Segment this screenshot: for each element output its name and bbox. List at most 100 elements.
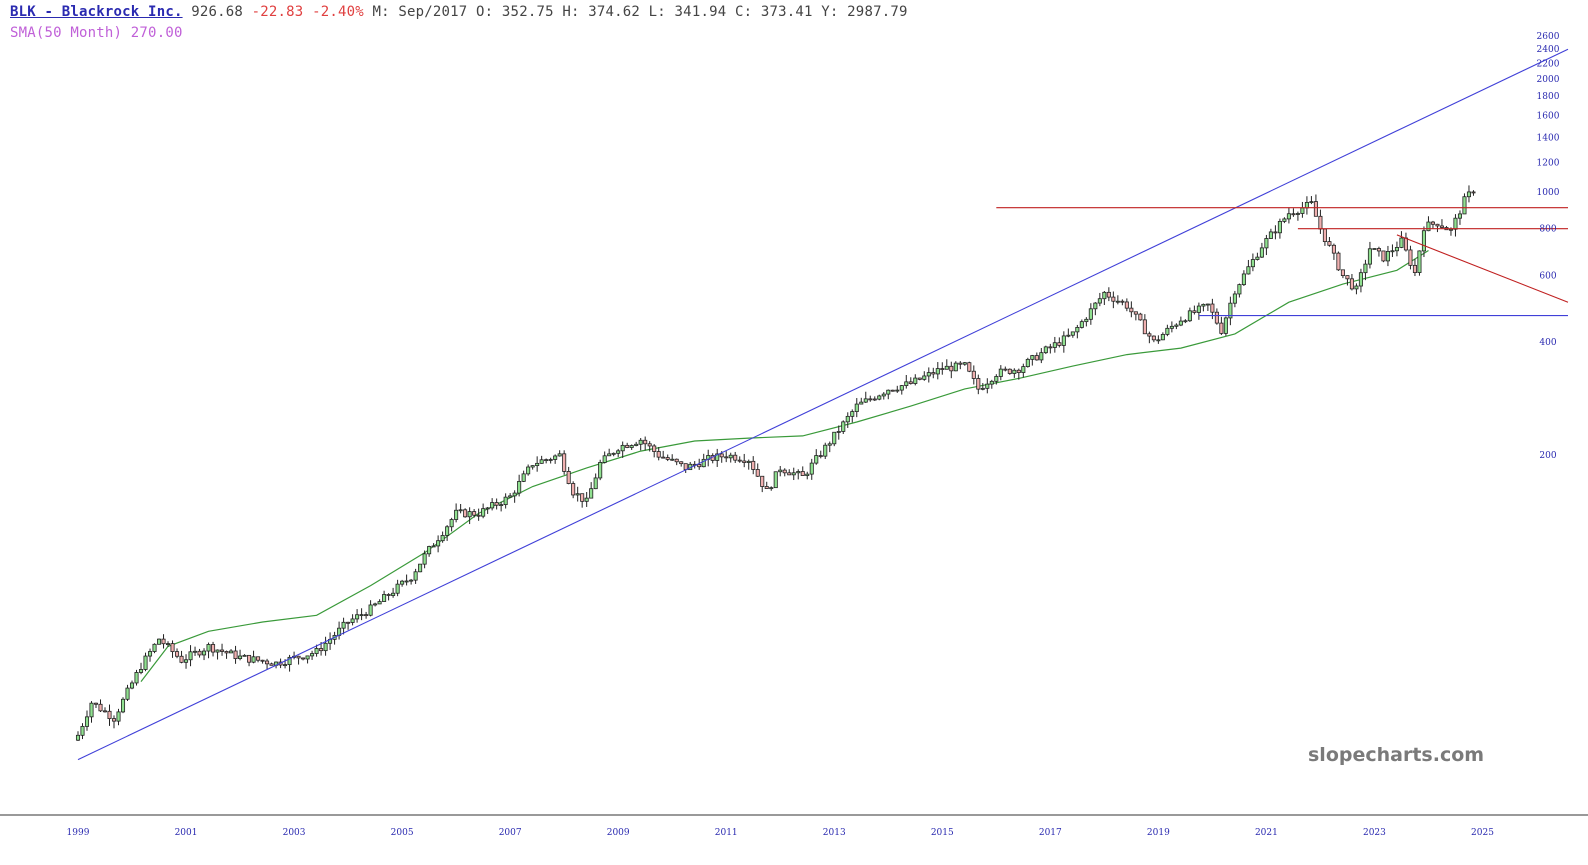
candle-body (769, 487, 774, 490)
candle-body (922, 375, 927, 380)
candle-body (1466, 191, 1471, 198)
candle-body (1232, 293, 1237, 304)
candle-body (1385, 251, 1390, 262)
candle-body (1286, 213, 1291, 220)
candle-body (499, 504, 504, 507)
chart-header: BLK - Blackrock Inc. 926.68 -22.83 -2.40… (10, 4, 908, 20)
candle-body (1345, 275, 1350, 280)
candle-body (467, 511, 472, 518)
candle-body (233, 650, 238, 660)
candle-body (485, 507, 490, 510)
candle-body (1430, 221, 1435, 225)
x-tick-label: 2017 (1039, 828, 1062, 838)
candle-body (89, 702, 94, 718)
candle-body (364, 614, 369, 617)
candle-body (940, 368, 945, 370)
candle-body (413, 571, 418, 581)
candle-body (917, 377, 922, 380)
y-tick-label: 200 (1539, 451, 1556, 461)
candle-body (175, 651, 180, 657)
candle-body (152, 643, 157, 652)
candle-body (751, 460, 756, 470)
candle-body (319, 648, 324, 652)
candle-body (697, 464, 702, 468)
candle-body (1169, 325, 1174, 329)
candle-body (787, 472, 792, 476)
candle-body (832, 431, 837, 445)
candle-body (287, 656, 292, 666)
candle-body (472, 511, 477, 516)
x-tick-label: 1999 (67, 828, 90, 838)
candle-body (418, 563, 423, 573)
candle-body (1034, 355, 1039, 361)
x-tick-label: 2015 (931, 828, 954, 838)
candle-body (355, 614, 360, 620)
y-tick-label: 2600 (1537, 32, 1560, 42)
candle-body (931, 372, 936, 375)
candle-body (1250, 259, 1255, 268)
symbol-link[interactable]: BLK - Blackrock Inc. (10, 4, 183, 20)
period-label: M: Sep/2017 (372, 4, 468, 20)
y-tick-label: 2000 (1537, 75, 1560, 85)
candle-body (1088, 308, 1093, 320)
candle-body (935, 368, 940, 375)
candle-body (323, 642, 328, 652)
candle-body (566, 471, 571, 484)
y-tick-label: 600 (1539, 272, 1556, 282)
candle-body (760, 475, 765, 487)
candle-body (256, 656, 261, 661)
candle-body (535, 462, 540, 467)
candle-body (553, 455, 558, 460)
close-value: C: 373.41 (734, 4, 813, 20)
candle-body (107, 710, 112, 720)
sma-legend[interactable]: SMA(50 Month) 270.00 (10, 25, 183, 41)
candle-body (994, 376, 999, 382)
candle-body (859, 401, 864, 405)
candle-body (818, 455, 823, 457)
candle-body (111, 718, 117, 722)
candle-body (1358, 272, 1363, 287)
candle-body (1079, 321, 1084, 328)
candle-body (674, 458, 679, 463)
candle-body (166, 643, 171, 646)
candle-body (1093, 302, 1098, 310)
candle-body (481, 508, 486, 517)
candle-body (404, 580, 409, 583)
candle-body (260, 659, 265, 662)
candle-body (1457, 213, 1462, 219)
watermark: slopecharts.com (1308, 744, 1485, 766)
candle-body (1219, 322, 1224, 334)
candle-body (854, 403, 859, 412)
candle-body (251, 656, 256, 663)
candle-body (314, 648, 319, 654)
candle-body (395, 583, 400, 594)
candle-body (1228, 302, 1233, 319)
candle-body (1376, 248, 1381, 252)
candle-body (908, 381, 913, 384)
candle-body (1205, 303, 1210, 306)
candle-body (791, 472, 796, 476)
candle-body (944, 365, 949, 370)
candle-body (953, 362, 958, 372)
candle-body (800, 471, 805, 476)
candle-body (1439, 225, 1444, 228)
candle-body (868, 398, 873, 401)
candle-body (661, 456, 666, 459)
candle-body (530, 465, 535, 468)
candle-body (562, 453, 567, 472)
candle-body (1417, 250, 1422, 273)
candle-body (634, 443, 639, 446)
candle-body (512, 492, 517, 497)
candles-layer (75, 185, 1476, 742)
candle-body (1349, 278, 1354, 290)
x-tick-label: 2001 (175, 828, 198, 838)
candle-body (193, 650, 198, 653)
candle-body (1322, 228, 1327, 242)
candle-body (976, 378, 981, 390)
x-tick-label: 2003 (283, 828, 306, 838)
candle-body (877, 395, 882, 400)
candle-body (836, 431, 841, 433)
candle-body (215, 649, 220, 653)
candle-body (1300, 207, 1305, 214)
